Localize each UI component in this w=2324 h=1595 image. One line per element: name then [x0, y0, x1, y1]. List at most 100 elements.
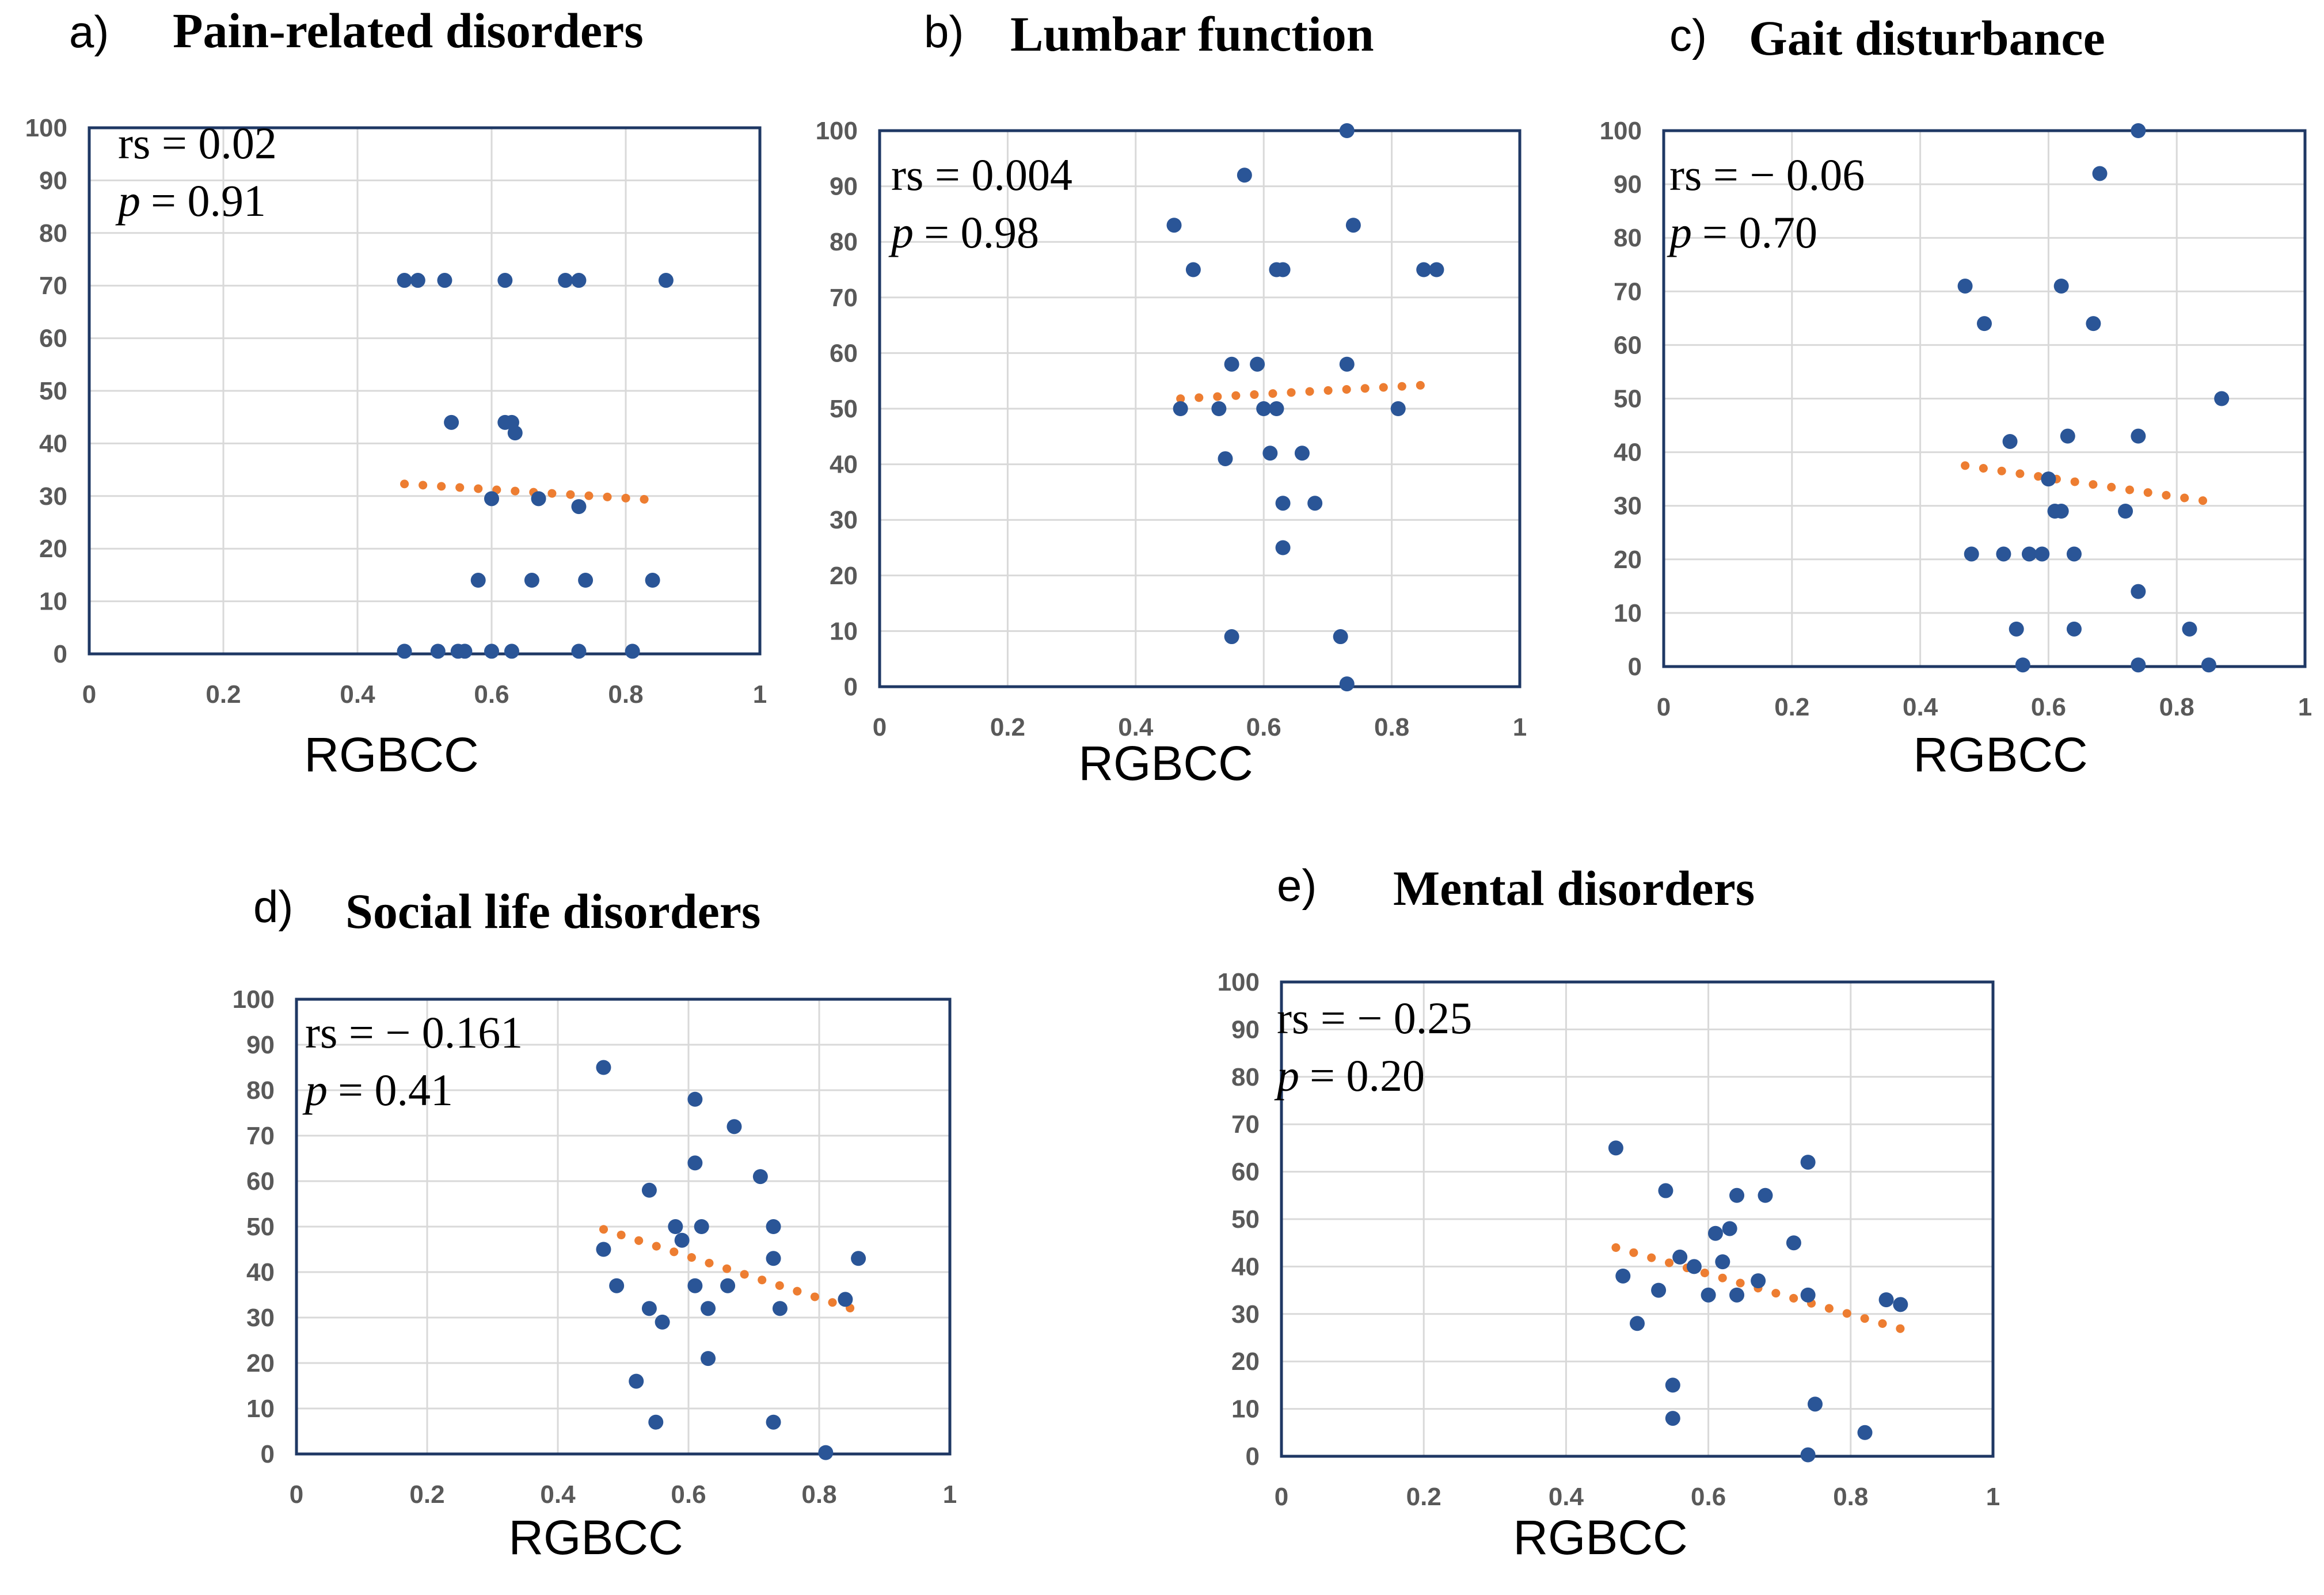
y-tick-label: 100: [25, 114, 67, 142]
x-tick-label: 0.2: [206, 680, 241, 709]
plot-frame: [1280, 980, 1995, 1458]
y-tick-label: 60: [1231, 1158, 1260, 1186]
data-point: [668, 1219, 683, 1234]
data-point: [641, 1182, 657, 1198]
y-tick-label: 30: [1614, 492, 1642, 520]
y-tick-label: 20: [1231, 1347, 1260, 1376]
y-tick-label: 0: [261, 1440, 275, 1468]
data-point: [1977, 316, 1992, 332]
x-tick-label: 0: [1275, 1483, 1288, 1511]
data-point: [470, 573, 486, 588]
p-value: = 0.20: [1310, 1050, 1425, 1101]
data-points: [397, 273, 674, 659]
y-tick-label: 80: [1614, 224, 1642, 252]
chart-title: Lumbar function: [1010, 6, 1374, 62]
data-point: [1878, 1292, 1894, 1308]
rs-annotation: rs = − 0.06: [1669, 150, 1865, 200]
data-point: [507, 425, 523, 441]
y-tick-label: 60: [246, 1167, 275, 1196]
data-point: [1964, 546, 1979, 562]
data-point: [1224, 356, 1239, 372]
trend-line: [599, 1225, 863, 1315]
x-tick-label: 0.8: [1374, 713, 1409, 741]
data-point: [2131, 123, 2146, 138]
p-annotation: p = 0.70: [1667, 207, 1817, 257]
y-tick-label: 10: [1231, 1395, 1260, 1423]
data-point: [531, 491, 546, 507]
data-point: [2214, 391, 2230, 406]
data-point: [658, 273, 674, 288]
x-tick-label: 0.8: [801, 1480, 836, 1509]
x-tick-label: 1: [943, 1480, 957, 1509]
p-annotation: p = 0.20: [1274, 1050, 1425, 1101]
y-tick-label: 90: [1614, 170, 1642, 199]
data-point: [1173, 401, 1188, 416]
y-tick-label: 70: [246, 1122, 275, 1150]
data-points: [1957, 123, 2230, 673]
y-tick-label: 0: [844, 673, 858, 701]
x-tick-label: 0.6: [474, 680, 509, 709]
x-tick-label: 0.4: [340, 680, 375, 709]
trend-line: [400, 479, 664, 505]
x-tick-label: 0: [82, 680, 96, 709]
data-point: [437, 273, 452, 288]
data-point: [766, 1219, 781, 1234]
data-point: [2086, 316, 2101, 332]
y-tick-label: 30: [830, 506, 858, 534]
data-point: [1957, 278, 1973, 294]
y-tick-label: 80: [39, 219, 67, 248]
data-point: [558, 273, 573, 288]
data-point: [524, 573, 539, 588]
data-point: [701, 1351, 716, 1366]
data-point: [629, 1373, 644, 1389]
data-point: [687, 1155, 703, 1171]
data-point: [1715, 1254, 1730, 1270]
y-tick-label: 50: [246, 1213, 275, 1241]
data-point: [2041, 471, 2056, 487]
chart-title: Mental disorders: [1393, 861, 1755, 916]
data-point: [2118, 504, 2133, 519]
data-point: [694, 1219, 709, 1234]
y-tick-label: 20: [39, 535, 67, 563]
data-point: [851, 1251, 866, 1266]
data-point: [674, 1232, 690, 1248]
x-tick-label: 0.2: [409, 1480, 444, 1509]
data-point: [720, 1278, 736, 1293]
data-point: [2053, 278, 2069, 294]
trend-line: [1176, 380, 1435, 403]
x-tick-label: 0.6: [1246, 713, 1281, 741]
plot-frame: [88, 126, 762, 656]
x-tick-label: 0.8: [1833, 1483, 1868, 1511]
data-point: [1857, 1425, 1873, 1440]
data-point: [2131, 584, 2146, 599]
p-annotation: p = 0.98: [888, 207, 1039, 257]
data-point: [578, 573, 594, 588]
data-point: [2201, 657, 2216, 673]
data-point: [1665, 1377, 1680, 1393]
data-point: [1707, 1225, 1723, 1241]
data-point: [641, 1301, 657, 1316]
data-point: [1275, 262, 1291, 277]
data-point: [1800, 1447, 1816, 1463]
y-tick-label: 90: [830, 173, 858, 201]
x-tick-label: 0: [290, 1480, 303, 1509]
data-point: [766, 1414, 781, 1430]
x-tick-label: 0.6: [671, 1480, 706, 1509]
y-tick-label: 80: [830, 228, 858, 256]
p-annotation: p = 0.91: [115, 176, 266, 226]
p-value: = 0.98: [924, 207, 1039, 257]
y-tick-label: 50: [830, 395, 858, 423]
y-tick-label: 20: [1614, 546, 1642, 574]
rs-annotation: rs = 0.004: [891, 150, 1072, 200]
data-point: [1729, 1187, 1745, 1203]
y-tick-label: 10: [39, 588, 67, 616]
data-point: [1345, 218, 1361, 233]
data-point: [2066, 621, 2082, 637]
data-point: [571, 499, 587, 515]
y-tick-label: 90: [1231, 1015, 1260, 1044]
data-point: [701, 1301, 716, 1316]
x-tick-label: 0.2: [1406, 1483, 1441, 1511]
data-point: [1996, 546, 2011, 562]
y-tick-label: 40: [1231, 1253, 1260, 1281]
data-point: [2182, 621, 2197, 637]
